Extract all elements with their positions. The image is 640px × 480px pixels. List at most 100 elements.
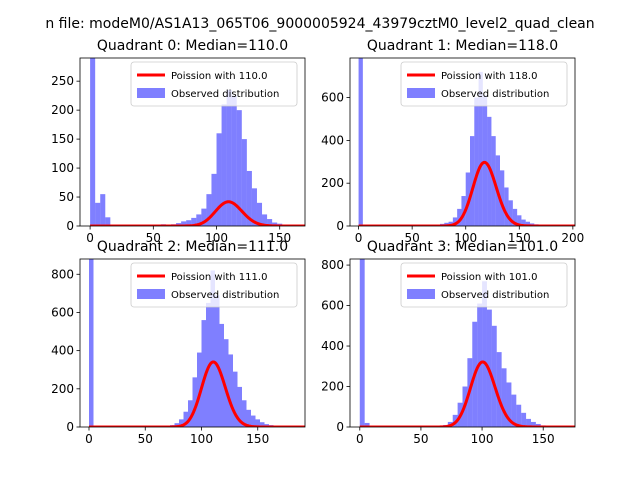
histogram-bar: [530, 421, 536, 427]
histogram-bar: [105, 217, 111, 226]
histogram-bar: [241, 139, 247, 226]
subplot-title: Quadrant 3: Median=101.0: [367, 239, 558, 255]
histogram-bar: [201, 320, 206, 427]
histogram-bar: [521, 412, 527, 427]
legend-bar-label: Observed distribution: [441, 89, 549, 100]
x-tick-label: 50: [413, 432, 428, 446]
subplot-quadrant-1: 0 50 100 150 200 0 200 400 600 Quadrant 1: Median…: [321, 38, 584, 245]
x-tick-label: 0: [355, 231, 363, 245]
histogram-bar: [482, 281, 487, 427]
subplot-quadrant-3: 0 50 100 150 0 200 400 600 800 Quadrant 3: Median…: [321, 239, 576, 446]
histogram-bar: [242, 400, 247, 427]
histogram-bar: [535, 423, 541, 427]
poisson-curve: [358, 160, 575, 226]
legend-bar-swatch: [137, 289, 165, 299]
x-tick-label: 100: [205, 231, 228, 245]
poisson-curve: [88, 360, 305, 427]
histogram-bar: [221, 104, 227, 226]
histogram-bar: [508, 200, 513, 226]
y-tick-label: 200: [321, 176, 344, 190]
y-tick-label: 600: [321, 299, 344, 313]
histogram-bar: [246, 170, 252, 226]
histogram-bar: [511, 394, 517, 427]
histogram-bar: [364, 422, 370, 427]
x-tick-label: 200: [561, 231, 584, 245]
histogram-bar: [211, 173, 217, 226]
histogram-bar: [206, 194, 212, 226]
axes-frame: [79, 57, 306, 227]
legend-box: [130, 61, 298, 107]
legend-box: [400, 262, 568, 308]
histogram-bar: [188, 400, 193, 427]
histogram-bar: [496, 352, 502, 427]
histogram-bar: [501, 368, 507, 427]
histogram-bar: [186, 220, 192, 226]
x-tick-label: 150: [532, 432, 555, 446]
histogram-bar: [470, 136, 475, 226]
x-tick-label: 50: [138, 432, 153, 446]
x-tick-label: 0: [356, 432, 364, 446]
x-tick-label: 150: [268, 231, 291, 245]
histogram-bar: [491, 325, 497, 427]
histogram-bar: [191, 217, 197, 226]
histogram-bar: [500, 170, 505, 226]
y-tick-label: 0: [336, 420, 344, 434]
y-tick-label: 800: [321, 258, 344, 272]
x-tick-label: 150: [508, 231, 531, 245]
x-tick-label: 0: [86, 231, 94, 245]
histogram-bar: [95, 202, 101, 226]
histogram-bar: [465, 172, 470, 226]
legend-bar-label: Observed distribution: [171, 89, 279, 100]
x-tick-label: 100: [471, 432, 494, 446]
x-tick-label: 0: [85, 432, 93, 446]
histogram-bar: [216, 133, 222, 226]
legend-box: [400, 61, 568, 107]
histogram-bar: [260, 422, 265, 427]
y-tick-label: 0: [66, 219, 74, 233]
histogram-bar: [236, 110, 242, 226]
y-tick-label: 400: [321, 339, 344, 353]
histogram-bar: [246, 409, 251, 427]
histogram-bar: [452, 217, 458, 226]
subplot-grid: 0 50 100 150 0 50 100 150 200 250 Quadrant 0: Medi…: [51, 38, 584, 446]
histogram-bar: [197, 352, 202, 427]
subplot-title: Quadrant 2: Median=111.0: [97, 239, 288, 255]
histogram-bar: [251, 415, 256, 427]
histogram-bar: [478, 71, 483, 226]
axes-frame: [349, 258, 576, 428]
y-tick-label: 600: [51, 305, 74, 319]
histogram-bar: [201, 208, 207, 226]
legend-bar-swatch: [137, 88, 165, 98]
legend: Poission with 111.0 Observed distribution: [130, 262, 298, 308]
legend: Poission with 110.0 Observed distribution: [130, 61, 298, 107]
histogram-bar: [255, 419, 260, 427]
axes-frame: [79, 258, 306, 428]
y-tick-label: 50: [59, 190, 74, 204]
histogram-bar: [100, 194, 106, 226]
y-tick-label: 400: [51, 344, 74, 358]
histogram-bar: [504, 187, 509, 226]
x-tick-label: 100: [454, 231, 477, 245]
x-tick-label: 50: [146, 231, 161, 245]
histogram-bar: [224, 339, 229, 427]
histogram-bar: [358, 58, 363, 226]
histogram-bar: [183, 411, 188, 427]
histogram-bar: [256, 202, 263, 226]
histogram-bar: [231, 95, 237, 226]
histogram-bar: [251, 188, 257, 226]
y-tick-label: 0: [66, 420, 74, 434]
histogram-bar: [215, 295, 220, 427]
y-tick-label: 200: [321, 380, 344, 394]
legend-line-label: Poission with 111.0: [171, 272, 267, 283]
histogram-bar: [517, 215, 522, 226]
legend: Poission with 101.0 Observed distribution: [400, 262, 568, 308]
histogram-bar: [506, 382, 512, 427]
histogram-bar: [179, 419, 184, 427]
y-tick-label: 200: [51, 103, 74, 117]
histogram-bar: [457, 208, 462, 226]
histogram-bar: [226, 89, 232, 226]
y-tick-label: 800: [51, 267, 74, 281]
subplot-quadrant-2: 0 50 100 150 0 200 400 600 800 Quadrant 2: Median…: [51, 239, 306, 446]
legend-line-label: Poission with 118.0: [441, 71, 537, 82]
y-tick-label: 100: [51, 161, 74, 175]
